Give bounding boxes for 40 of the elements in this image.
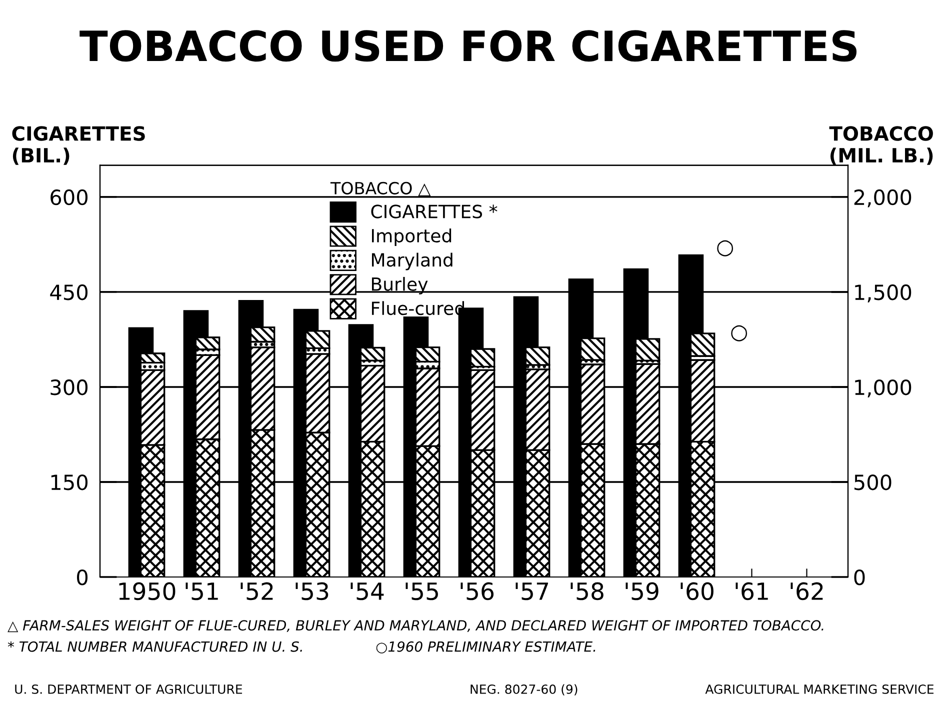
legend-label: CIGARETTES * [371,204,498,218]
text: * TOTAL NUMBER MANUFACTURED IN U. S. [8,641,302,652]
legend-title: TOBACCO △ [330,182,431,196]
y-tick-label: 0 [77,569,88,586]
y-tick-label: 150 [51,474,88,490]
y2-axis-title: TOBACCO (MIL. LB.) [829,126,933,165]
x-tick-label: '55 [406,582,438,600]
x-tick-label: 1950 [119,582,176,600]
y2-tick-label: 500 [854,474,892,490]
x-tick-label: '61 [736,582,768,600]
x-tick-label: '52 [240,582,273,600]
x-tick-label: '56 [460,582,494,600]
x-tick-label: '59 [626,582,658,600]
text: U. S. DEPARTMENT OF AGRICULTURE [15,684,242,694]
text: ○1960 PRELIMINARY ESTIMATE. [376,641,596,654]
text: AGRICULTURAL MARKETING SERVICE [705,684,934,694]
legend-label: Burley [372,276,428,294]
text: △ FARM-SALES WEIGHT OF FLUE-CURED, BURLEY AND MARYLAND, AND DECLARED WEIGHT OF IMPORTED TOBACCO. [8,620,824,632]
x-tick-label: '58 [570,582,604,600]
legend-label: Imported [372,228,452,246]
y2-tick-label: 1,000 [855,379,912,398]
x-tick-label: '62 [790,582,823,600]
y2-tick-label: 1,500 [855,284,912,302]
y-tick-label: 300 [50,379,88,396]
legend-label: Flue-cured [372,301,464,316]
annotation: ○ [731,325,748,342]
y-tick-label: 600 [50,189,88,206]
x-tick-label: '60 [680,582,714,600]
x-tick-label: '51 [186,582,218,600]
chart-title: TOBACCO USED FOR CIGARETTES [80,30,857,62]
x-tick-label: '54 [350,582,384,600]
legend-label: Maryland [372,252,452,270]
x-tick-label: '57 [516,582,548,600]
y2-tick-label: 0 [854,569,865,586]
y-axis-title: CIGARETTES (BIL.) [12,126,145,165]
x-tick-label: '53 [296,582,328,600]
text: NEG. 8027-60 (9) [470,684,578,696]
y2-tick-label: 2,000 [854,189,912,208]
annotation: ○ [717,240,734,256]
y-tick-label: 450 [50,284,88,300]
